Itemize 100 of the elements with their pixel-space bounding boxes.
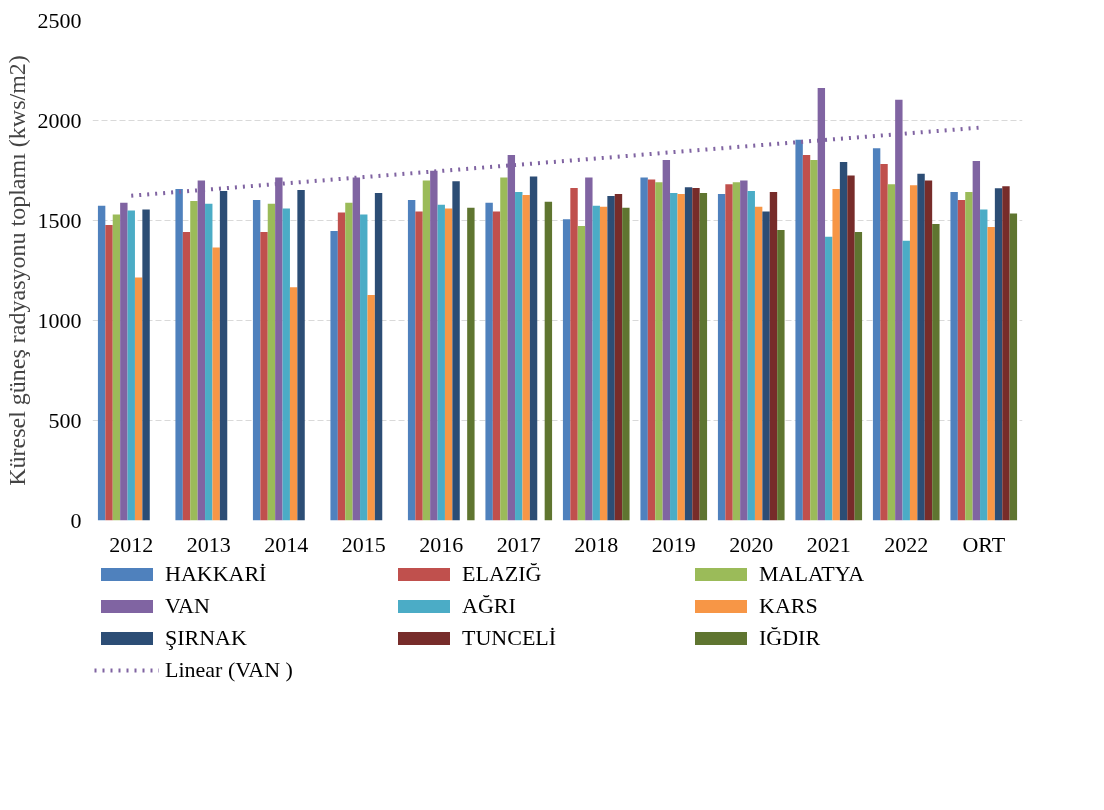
y-tick-label: 2000 bbox=[37, 107, 82, 133]
bar bbox=[699, 193, 708, 521]
bar bbox=[684, 187, 693, 521]
bar bbox=[529, 176, 538, 521]
legend-label: ŞIRNAK bbox=[165, 625, 248, 651]
bar bbox=[872, 148, 881, 521]
bar bbox=[360, 214, 368, 521]
bar bbox=[725, 184, 733, 521]
bar bbox=[614, 194, 623, 521]
bar bbox=[452, 181, 460, 521]
bar bbox=[740, 180, 748, 521]
bar bbox=[1002, 186, 1010, 521]
bar bbox=[562, 219, 571, 521]
bar bbox=[732, 182, 741, 521]
bar bbox=[670, 193, 678, 521]
legend-label: VAN bbox=[165, 593, 211, 619]
x-tick-label: 2016 bbox=[419, 531, 464, 557]
bar bbox=[747, 191, 755, 521]
legend-label: TUNCELİ bbox=[462, 625, 558, 651]
legend-label: Linear (VAN ) bbox=[165, 657, 294, 683]
bar bbox=[802, 155, 811, 521]
bar bbox=[662, 160, 671, 521]
bar bbox=[267, 203, 276, 521]
bar bbox=[492, 211, 501, 521]
bar bbox=[607, 195, 615, 521]
bar bbox=[987, 227, 995, 521]
y-tick-label: 1000 bbox=[37, 307, 82, 333]
bar bbox=[127, 210, 135, 521]
legend-label: ELAZIĞ bbox=[462, 561, 543, 587]
bar bbox=[677, 194, 685, 521]
bar bbox=[337, 212, 346, 521]
bar bbox=[577, 226, 586, 521]
bar bbox=[902, 240, 910, 521]
bar bbox=[777, 229, 785, 521]
y-tick-label: 500 bbox=[48, 407, 82, 433]
bar bbox=[957, 199, 966, 521]
legend-label: KARS bbox=[759, 593, 819, 619]
bar bbox=[832, 189, 840, 521]
bar bbox=[515, 192, 523, 521]
bar bbox=[847, 175, 855, 521]
bar bbox=[190, 200, 198, 521]
legend-label: IĞDIR bbox=[759, 625, 822, 651]
x-tick-label: 2022 bbox=[884, 531, 929, 557]
bar bbox=[120, 202, 128, 521]
bar bbox=[437, 204, 445, 521]
bar bbox=[105, 225, 113, 521]
bar bbox=[950, 192, 958, 521]
bar bbox=[585, 177, 593, 521]
bar bbox=[367, 295, 375, 521]
bar bbox=[260, 231, 268, 521]
x-tick-label: ORT bbox=[962, 531, 1006, 557]
bar bbox=[297, 190, 305, 521]
bar bbox=[854, 231, 863, 521]
bar bbox=[622, 207, 630, 521]
bar bbox=[252, 199, 261, 521]
bar bbox=[924, 180, 933, 521]
bar bbox=[932, 224, 940, 521]
y-tick-label: 0 bbox=[70, 507, 82, 533]
bar bbox=[112, 214, 121, 521]
x-tick-label: 2013 bbox=[186, 531, 231, 557]
x-tick-label: 2014 bbox=[264, 531, 309, 557]
bar bbox=[407, 199, 416, 521]
x-tick-label: 2019 bbox=[651, 531, 696, 557]
legend-label: MALATYA bbox=[759, 561, 866, 587]
bar bbox=[909, 185, 918, 521]
x-tick-label: 2021 bbox=[806, 531, 851, 557]
bar bbox=[655, 182, 663, 521]
y-axis-title: Küresel güneş radyasyonu toplamı (kws/m2) bbox=[3, 55, 30, 486]
bar bbox=[965, 192, 973, 521]
bar bbox=[142, 209, 150, 521]
bar bbox=[422, 180, 431, 521]
y-tick-label: 1500 bbox=[37, 207, 82, 233]
bar bbox=[500, 177, 508, 521]
bar bbox=[887, 184, 896, 521]
bar bbox=[839, 161, 848, 521]
bar bbox=[972, 160, 981, 521]
bar bbox=[415, 211, 423, 521]
bar bbox=[205, 203, 213, 521]
bar bbox=[880, 163, 888, 521]
bar bbox=[219, 191, 228, 521]
bar bbox=[485, 202, 493, 521]
bar bbox=[345, 202, 353, 521]
bar bbox=[592, 205, 600, 521]
bar bbox=[647, 179, 656, 521]
legend-label: HAKKARİ bbox=[165, 561, 268, 587]
bar bbox=[769, 192, 778, 521]
x-tick-label: 2015 bbox=[341, 531, 386, 557]
x-tick-label: 2017 bbox=[496, 531, 541, 557]
bar bbox=[795, 139, 803, 521]
bar bbox=[444, 208, 453, 521]
bar bbox=[175, 189, 183, 521]
bar bbox=[717, 194, 726, 521]
bar bbox=[374, 193, 383, 521]
bar bbox=[182, 231, 191, 521]
bar bbox=[97, 205, 106, 521]
x-tick-label: 2020 bbox=[729, 531, 774, 557]
bar bbox=[1009, 213, 1018, 521]
bar bbox=[544, 201, 553, 521]
bar bbox=[212, 247, 220, 521]
bar bbox=[994, 188, 1003, 521]
